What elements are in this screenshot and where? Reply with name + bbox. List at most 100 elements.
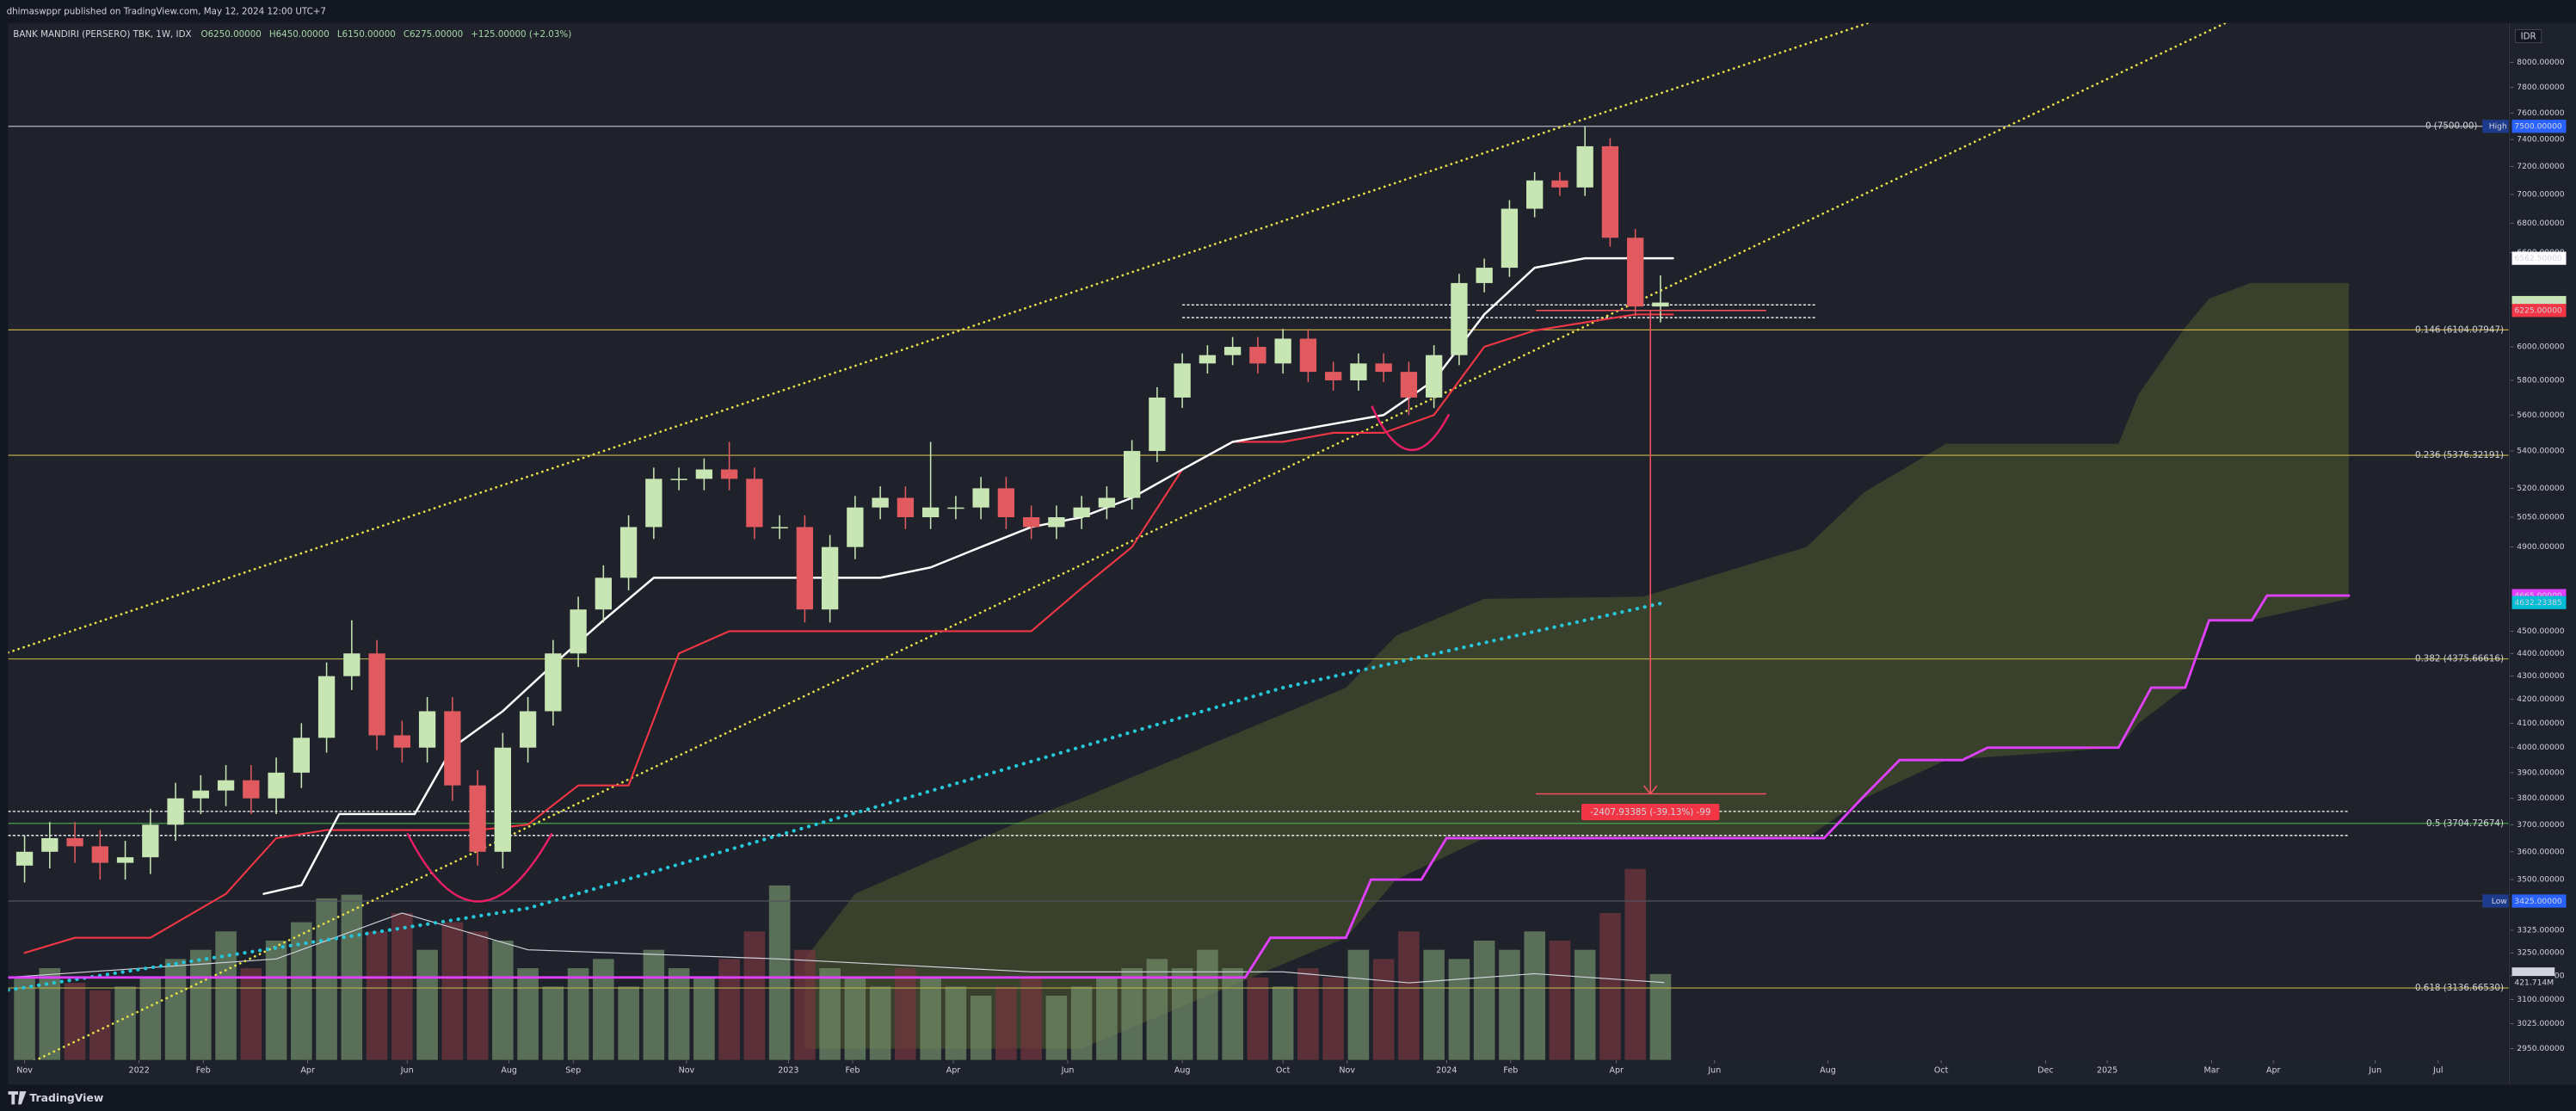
x-tick-label: 2022: [129, 1066, 150, 1076]
volume-bar: [995, 986, 1017, 1060]
y-tick-label: 3100.00000: [2517, 995, 2565, 1004]
y-tick-label: 4900.00000: [2517, 542, 2565, 552]
x-tick-label: Dec: [2037, 1066, 2053, 1076]
candle-body: [645, 478, 662, 528]
time-axis: [8, 1059, 2509, 1085]
y-tick-label: 3800.00000: [2517, 793, 2565, 803]
volume-bar: [517, 968, 539, 1060]
price-axis: [2510, 22, 2576, 1085]
volume-bar: [1448, 959, 1470, 1060]
volume-bar: [1398, 931, 1420, 1060]
volume-bar: [139, 977, 162, 1060]
volume-bar: [416, 949, 438, 1060]
candle-body: [545, 653, 562, 712]
volume-bar: [593, 959, 614, 1060]
candle-body: [1375, 363, 1392, 373]
volume-bar: [1473, 940, 1495, 1060]
volume-bar: [1322, 977, 1344, 1060]
marker-tag: High: [2489, 122, 2507, 132]
y-tick-label: 3250.00000: [2517, 948, 2565, 958]
brand-logo: [8, 1091, 27, 1105]
volume-bar: [920, 977, 941, 1060]
currency-box: [2514, 28, 2542, 44]
x-tick-label: 2023: [778, 1066, 798, 1076]
price-label: 6562.50000: [2514, 254, 2562, 263]
volume-bar: [1549, 940, 1571, 1060]
candle-body: [619, 527, 638, 578]
candle-body: [1601, 145, 1619, 238]
x-tick-label: Oct: [1934, 1066, 1949, 1076]
volume-bar: [1096, 977, 1118, 1060]
volume-bar: [819, 968, 841, 1060]
candle-body: [1073, 507, 1090, 518]
candle-body: [1098, 497, 1116, 508]
y-tick-label: 8000.00000: [2517, 58, 2565, 67]
price-label: 6225.00000: [2514, 306, 2562, 316]
x-tick-label: Apr: [2266, 1066, 2281, 1076]
x-tick-label: Jun: [400, 1066, 414, 1076]
y-tick-label: 3025.00000: [2517, 1019, 2565, 1028]
volume-bar: [1247, 977, 1269, 1060]
price-label: 3425.00000: [2514, 897, 2562, 906]
candle-body: [418, 711, 436, 748]
volume-bar: [768, 885, 791, 1060]
volume-bar: [164, 959, 187, 1060]
volume-bar: [1146, 959, 1168, 1060]
indicator-line: [8, 601, 1667, 992]
volume-bar: [1624, 868, 1646, 1060]
fib-label: 0.5 (3704.72674): [2426, 818, 2504, 829]
candle-body: [393, 735, 410, 748]
candle-body: [1223, 347, 1242, 355]
legend: BANK MANDIRI (PERSERO) TBK, 1W, IDX O625…: [13, 29, 571, 40]
x-tick-label: Jun: [1061, 1066, 1075, 1076]
indicator-line: [33, 22, 2227, 1060]
price-label: 4665.00000: [2514, 591, 2562, 601]
volume-bar: [14, 977, 35, 1060]
volume-bar: [114, 986, 136, 1060]
volume-bar: [265, 940, 287, 1060]
cup-drawing: [406, 832, 553, 903]
volume-bar: [64, 983, 86, 1060]
y-tick-label: 7000.00000: [2517, 189, 2565, 199]
indicator-line: [8, 22, 1870, 654]
marker-tag-box: [2482, 120, 2509, 133]
y-tick-label: 7200.00000: [2517, 162, 2565, 171]
fib-label: 0.618 (3136.66530): [2415, 983, 2504, 993]
volume-bar: [1197, 949, 1218, 1060]
candle-body: [1526, 180, 1544, 209]
x-tick-label: Aug: [501, 1066, 517, 1076]
indicator-line: [8, 594, 2351, 979]
y-tick-label: 3500.00000: [2517, 875, 2565, 885]
candle-body: [1149, 397, 1166, 452]
candle-body: [720, 469, 738, 479]
candle-body: [1048, 517, 1065, 528]
fib-label: 0.236 (5376.32191): [2415, 450, 2504, 460]
fib-label: 0.146 (6104.07947): [2415, 324, 2504, 335]
volume-bar: [693, 977, 715, 1060]
candle-body: [293, 738, 310, 773]
volume-bar: [492, 940, 514, 1060]
price-label: 4632.23385: [2514, 598, 2562, 608]
volume-bar: [794, 949, 816, 1060]
volume-bar: [190, 949, 212, 1060]
volume-bar: [1372, 959, 1395, 1060]
candle-body: [1400, 372, 1418, 398]
y-tick-label: 4000.00000: [2517, 743, 2565, 752]
y-tick-label: 6000.00000: [2517, 343, 2565, 352]
measure-arrow: [1642, 785, 1658, 795]
candle-body: [1551, 180, 1568, 188]
x-tick-label: Mar: [2204, 1066, 2220, 1076]
volume-bar: [743, 931, 766, 1060]
symbol-title: BANK MANDIRI (PERSERO) TBK, 1W, IDX: [13, 29, 191, 40]
volume-bar: [869, 986, 891, 1060]
candle-body: [167, 798, 184, 825]
x-tick-label: Nov: [679, 1066, 695, 1076]
candle-body: [1325, 372, 1342, 380]
y-tick-label: 5800.00000: [2517, 375, 2565, 385]
volume-bar: [618, 986, 639, 1060]
x-tick-label: Apr: [946, 1066, 961, 1076]
y-tick-label: 5600.00000: [2517, 410, 2565, 420]
x-tick-label: Jun: [1707, 1066, 1721, 1076]
price-label-box: [2511, 304, 2567, 318]
y-tick-label: 5200.00000: [2517, 484, 2565, 493]
